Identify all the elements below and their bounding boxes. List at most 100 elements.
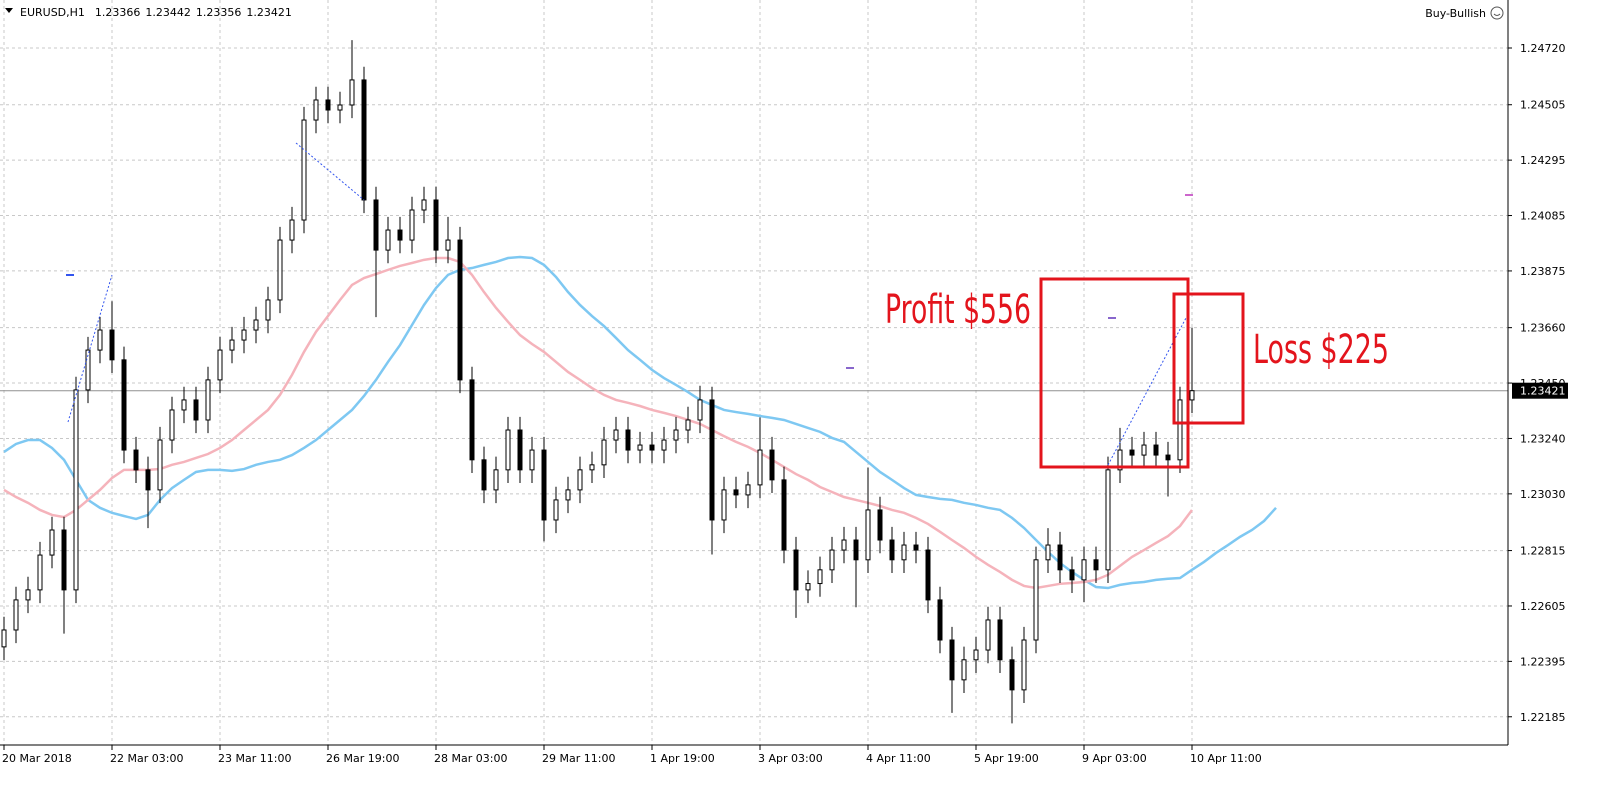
candle-body bbox=[349, 79, 355, 106]
header-value: 1.23366 bbox=[95, 6, 141, 19]
candle-body bbox=[1141, 444, 1147, 456]
candle-body bbox=[937, 599, 943, 641]
x-tick-label: 26 Mar 19:00 bbox=[326, 752, 399, 765]
y-tick-label: 1.23875 bbox=[1520, 265, 1566, 278]
candle-body bbox=[589, 464, 595, 471]
candle-body bbox=[193, 399, 199, 421]
candle-body bbox=[829, 549, 835, 571]
candle-body bbox=[277, 239, 283, 301]
candle-body bbox=[1021, 639, 1027, 691]
candle-body bbox=[313, 99, 319, 121]
candle-body bbox=[709, 399, 715, 521]
candle-body bbox=[721, 489, 727, 521]
candle-body bbox=[97, 329, 103, 351]
x-tick-label: 28 Mar 03:00 bbox=[434, 752, 507, 765]
candle-body bbox=[385, 229, 391, 251]
candle-body bbox=[157, 439, 163, 491]
candle-body bbox=[865, 509, 871, 561]
y-tick-label: 1.24505 bbox=[1520, 99, 1566, 112]
axes: 1.22185 1.22395 1.22605 1.22815 1.23030 1.232… bbox=[2, 42, 1568, 765]
price-tag-label: 1.23421 bbox=[1520, 385, 1566, 398]
candle-body bbox=[685, 419, 691, 431]
y-tick-label: 1.24295 bbox=[1520, 154, 1566, 167]
y-tick-label: 1.24085 bbox=[1520, 210, 1566, 223]
candle-body bbox=[697, 399, 703, 421]
candle-body bbox=[517, 429, 523, 471]
candle-body bbox=[613, 429, 619, 441]
header-value: 1.23442 bbox=[145, 6, 191, 19]
candle-body bbox=[109, 329, 115, 361]
trade-line bbox=[295, 142, 365, 201]
candle-body bbox=[565, 489, 571, 501]
candle-body bbox=[301, 119, 307, 221]
candle-body bbox=[781, 479, 787, 551]
candle-body bbox=[1045, 544, 1051, 561]
candle-body bbox=[793, 549, 799, 591]
x-tick-label: 10 Apr 11:00 bbox=[1190, 752, 1262, 765]
candle-body bbox=[337, 104, 343, 111]
candle-body bbox=[625, 429, 631, 451]
candle-body bbox=[13, 599, 19, 631]
moving-average bbox=[3, 255, 1277, 590]
candle-body bbox=[289, 219, 295, 241]
trade-marker bbox=[1108, 317, 1116, 319]
candle-body bbox=[1093, 559, 1099, 571]
x-tick-label: 3 Apr 03:00 bbox=[758, 752, 823, 765]
candle-body bbox=[805, 583, 811, 591]
header-value: 1.23421 bbox=[246, 6, 292, 19]
candle-body bbox=[757, 449, 763, 486]
y-tick-label: 1.23240 bbox=[1520, 432, 1566, 445]
x-tick-label: 29 Mar 11:00 bbox=[542, 752, 615, 765]
candle-body bbox=[469, 379, 475, 461]
candle-body bbox=[241, 329, 247, 341]
candle-body bbox=[217, 349, 223, 381]
moving-average bbox=[3, 256, 1194, 590]
candle-body bbox=[493, 469, 499, 491]
symbol: EURUSD,H1 bbox=[20, 6, 85, 19]
candle-body bbox=[253, 319, 259, 331]
moving-averages bbox=[3, 255, 1277, 590]
candle-body bbox=[361, 79, 367, 201]
candle-body bbox=[1153, 444, 1159, 456]
indicator-name: Buy-Bullish bbox=[1425, 7, 1486, 20]
candle-body bbox=[481, 459, 487, 491]
candle-body bbox=[133, 449, 139, 471]
candle-body bbox=[1069, 569, 1075, 581]
candle-body bbox=[445, 239, 451, 251]
candle-body bbox=[229, 339, 235, 351]
y-tick-label: 1.22815 bbox=[1520, 545, 1566, 558]
y-tick-label: 1.23660 bbox=[1520, 322, 1566, 335]
candle-body bbox=[433, 199, 439, 251]
candle-body bbox=[901, 544, 907, 561]
y-tick-label: 1.23030 bbox=[1520, 488, 1566, 501]
x-tick-label: 20 Mar 2018 bbox=[2, 752, 72, 765]
candle-body bbox=[601, 439, 607, 466]
candle-body bbox=[37, 554, 43, 591]
candle-body bbox=[553, 499, 559, 521]
candle-body bbox=[1081, 559, 1087, 581]
candle-body bbox=[877, 509, 883, 541]
profit-box bbox=[1039, 277, 1190, 469]
candle-body bbox=[1117, 449, 1123, 471]
candle-body bbox=[949, 639, 955, 681]
x-tick-label: 5 Apr 19:00 bbox=[974, 752, 1039, 765]
candle-body bbox=[205, 379, 211, 421]
candle-body bbox=[457, 239, 463, 381]
candle-body bbox=[673, 429, 679, 441]
y-tick-label: 1.24720 bbox=[1520, 42, 1566, 55]
candle-body bbox=[1, 629, 7, 648]
candle-body bbox=[505, 429, 511, 471]
candle-body bbox=[1165, 454, 1171, 461]
candle-body bbox=[577, 469, 583, 491]
candle-body bbox=[409, 209, 415, 241]
loss-box bbox=[1172, 292, 1245, 425]
candle-body bbox=[265, 299, 271, 321]
x-tick-label: 23 Mar 11:00 bbox=[218, 752, 291, 765]
candle-body bbox=[817, 569, 823, 585]
candle-body bbox=[661, 439, 667, 451]
candle-body bbox=[1009, 659, 1015, 691]
candle-body bbox=[925, 549, 931, 601]
candle-body bbox=[745, 484, 751, 496]
trade-line bbox=[67, 274, 113, 423]
